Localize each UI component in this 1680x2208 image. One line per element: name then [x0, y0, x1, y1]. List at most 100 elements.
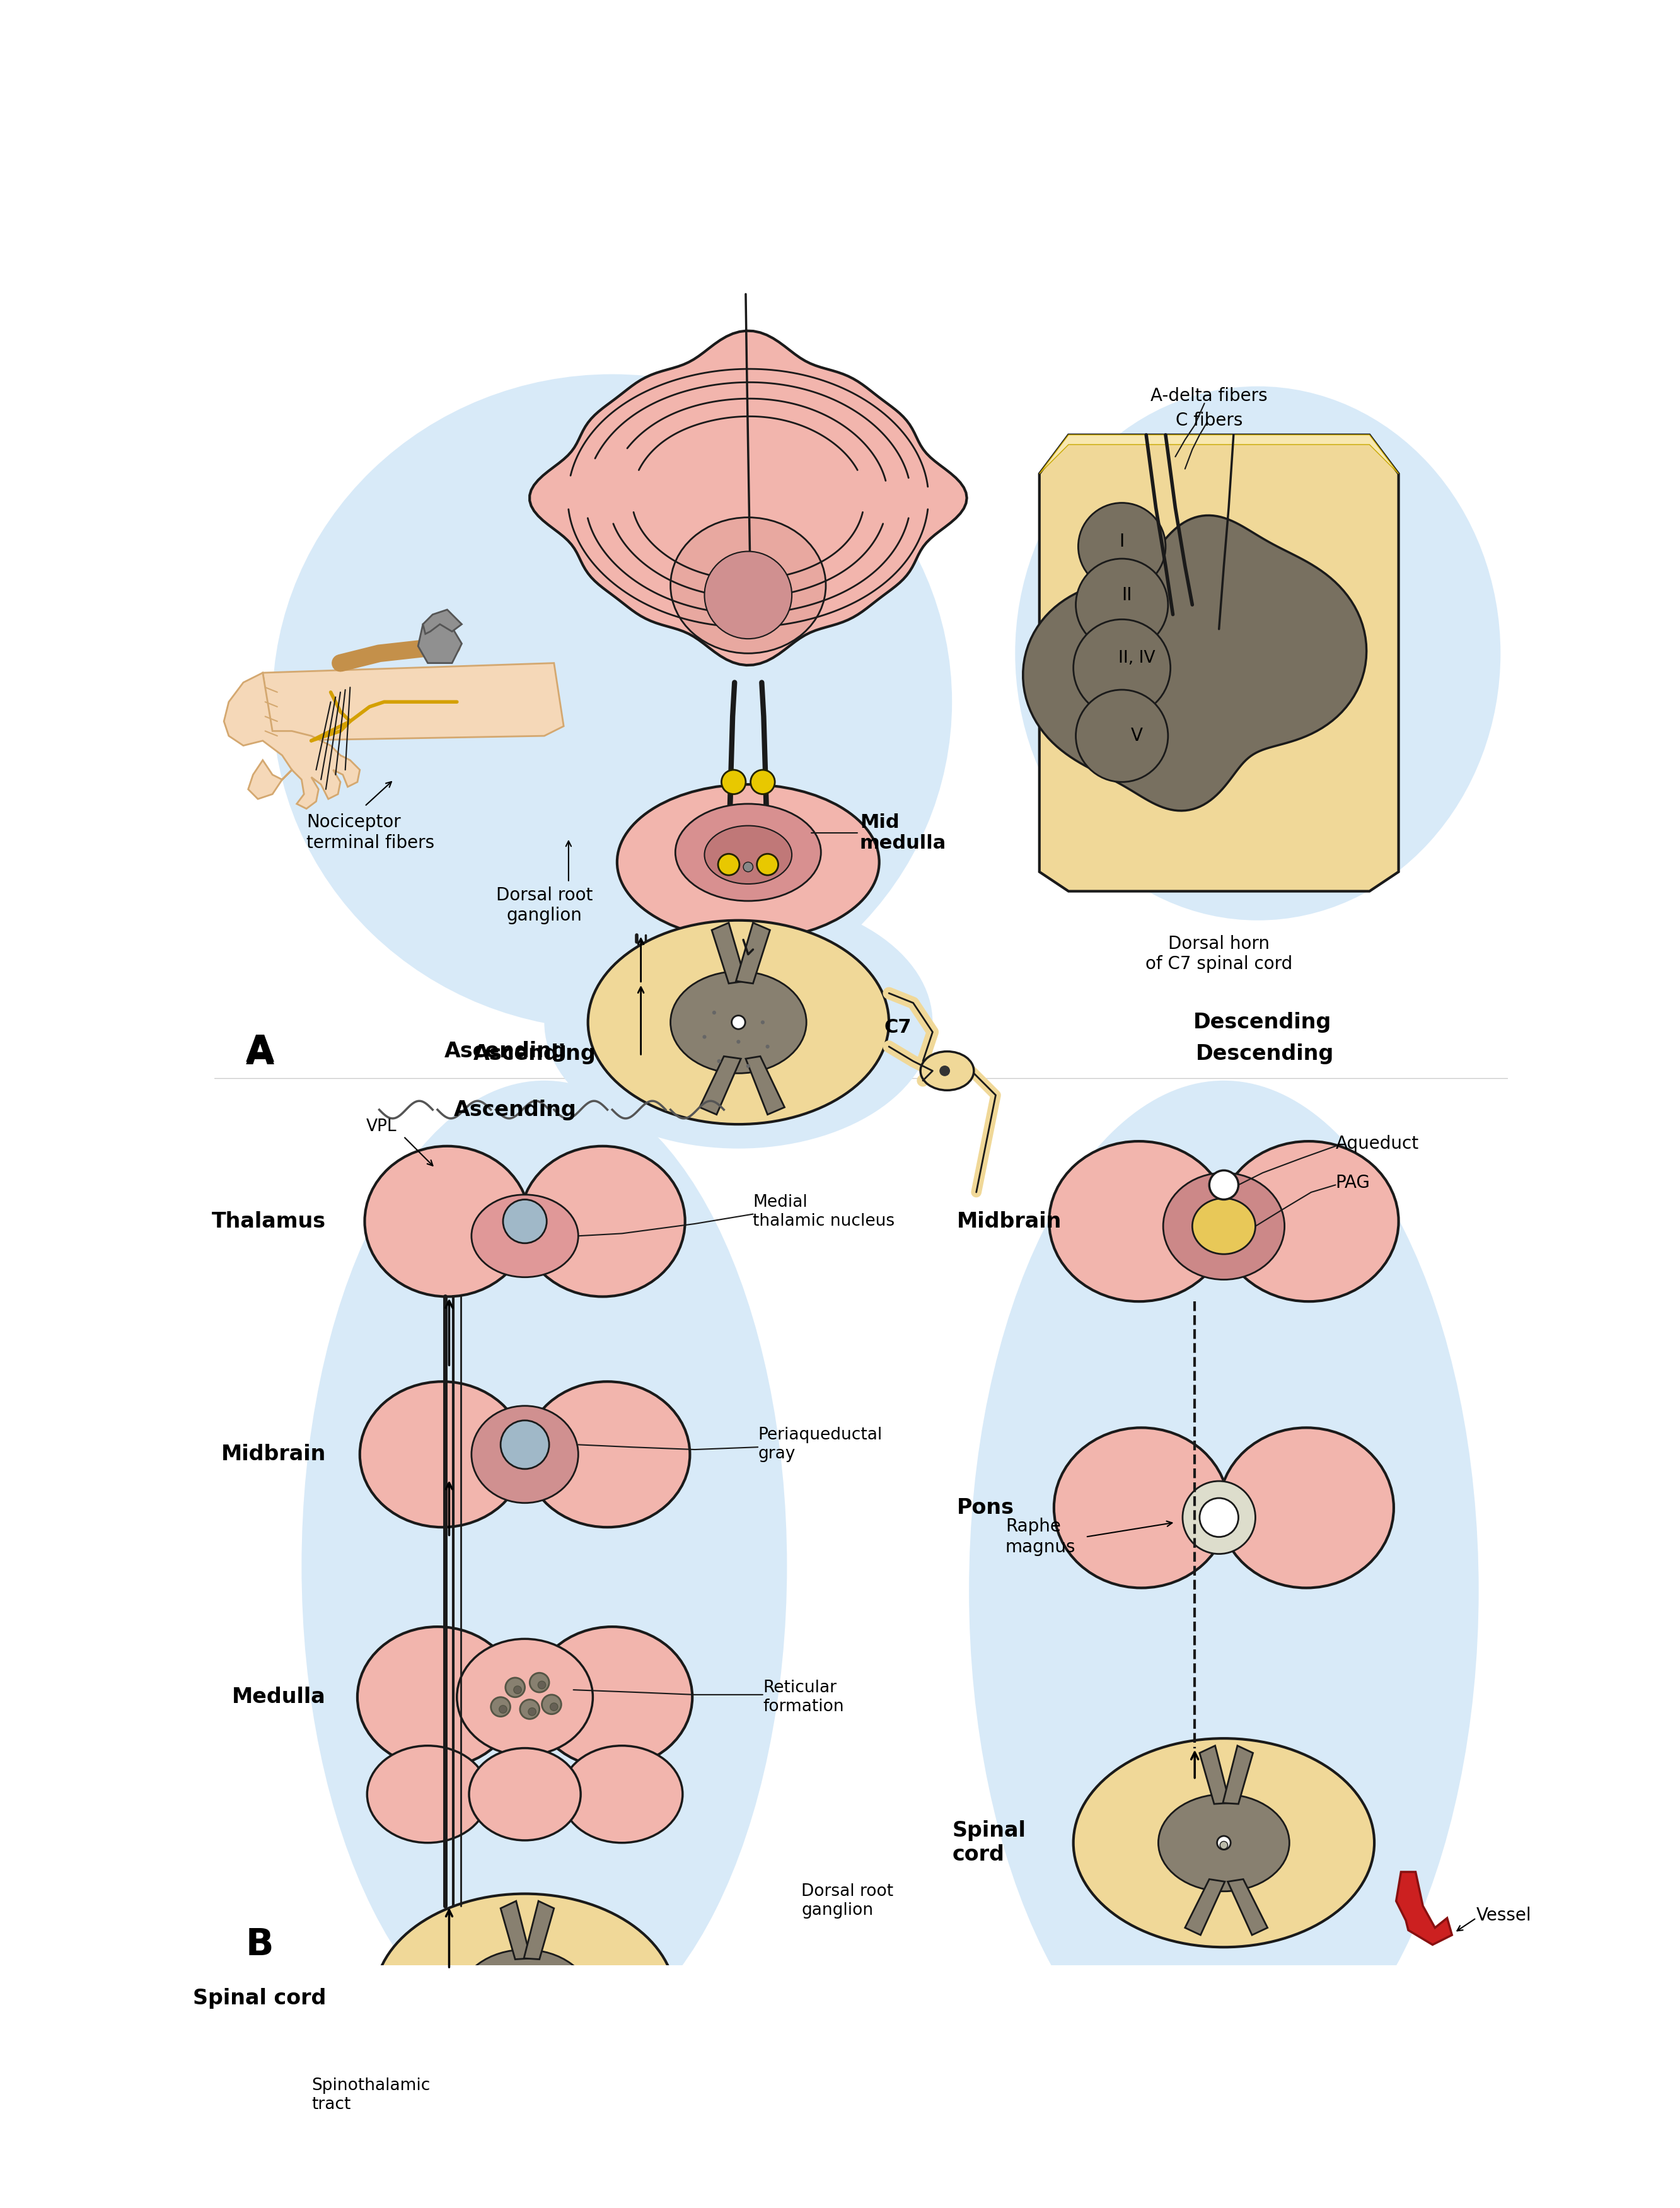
Polygon shape — [262, 662, 564, 740]
Polygon shape — [712, 923, 746, 983]
Circle shape — [721, 771, 746, 795]
Ellipse shape — [272, 373, 953, 1029]
Ellipse shape — [302, 1080, 786, 2051]
Circle shape — [522, 1992, 528, 1996]
Circle shape — [743, 861, 753, 872]
Ellipse shape — [1074, 1738, 1374, 1947]
Ellipse shape — [1053, 1429, 1228, 1588]
Circle shape — [1210, 1170, 1238, 1199]
Ellipse shape — [707, 1985, 769, 2029]
Ellipse shape — [472, 1406, 578, 1504]
Circle shape — [489, 2025, 494, 2029]
Text: VPL: VPL — [366, 1119, 396, 1135]
Text: Dorsal horn
of C7 spinal cord: Dorsal horn of C7 spinal cord — [1146, 934, 1292, 974]
Ellipse shape — [561, 1747, 682, 1844]
Text: Mid
medulla: Mid medulla — [860, 813, 946, 852]
Ellipse shape — [921, 1051, 974, 1091]
Ellipse shape — [704, 826, 791, 883]
Ellipse shape — [969, 1080, 1478, 2100]
Ellipse shape — [1015, 386, 1500, 921]
Polygon shape — [1184, 1879, 1225, 1934]
Text: II, IV: II, IV — [1117, 649, 1154, 667]
Text: Thalamus: Thalamus — [212, 1210, 326, 1232]
Circle shape — [502, 1199, 546, 1243]
Ellipse shape — [360, 1382, 524, 1528]
Text: Pons: Pons — [958, 1497, 1015, 1519]
Ellipse shape — [675, 804, 822, 901]
Polygon shape — [418, 620, 462, 662]
Polygon shape — [529, 2034, 568, 2091]
Circle shape — [543, 2016, 546, 2020]
Polygon shape — [1396, 1872, 1452, 1945]
Circle shape — [528, 1707, 536, 1716]
Text: V: V — [1131, 726, 1142, 744]
Ellipse shape — [603, 771, 894, 954]
Circle shape — [939, 1066, 949, 1075]
Polygon shape — [423, 609, 462, 634]
Ellipse shape — [1220, 1142, 1398, 1301]
Circle shape — [1075, 689, 1168, 782]
Ellipse shape — [521, 1146, 685, 1296]
Polygon shape — [1200, 1747, 1230, 1804]
Circle shape — [1074, 620, 1171, 715]
Ellipse shape — [472, 1195, 578, 1276]
Text: Ascending: Ascending — [454, 1100, 576, 1119]
Circle shape — [1200, 1497, 1238, 1537]
Text: Midbrain: Midbrain — [958, 1210, 1062, 1232]
Circle shape — [1183, 1482, 1255, 1554]
Circle shape — [717, 1060, 721, 1062]
Polygon shape — [736, 923, 769, 983]
Circle shape — [499, 1705, 507, 1713]
Circle shape — [549, 1702, 558, 1711]
Text: Descending: Descending — [1193, 1011, 1332, 1033]
Text: Medulla: Medulla — [232, 1687, 326, 1707]
Circle shape — [712, 1011, 716, 1013]
Circle shape — [766, 1044, 769, 1049]
Text: A-delta fibers: A-delta fibers — [1151, 386, 1268, 404]
Circle shape — [1075, 559, 1168, 651]
Circle shape — [702, 1036, 706, 1038]
Ellipse shape — [1193, 1199, 1255, 1254]
Circle shape — [717, 854, 739, 874]
Text: Dorsal root
ganglion: Dorsal root ganglion — [496, 885, 593, 925]
Polygon shape — [524, 1901, 554, 1958]
Text: Nociceptor
terminal fibers: Nociceptor terminal fibers — [306, 813, 435, 852]
Ellipse shape — [1220, 1429, 1394, 1588]
Text: PAG: PAG — [1336, 1175, 1371, 1192]
Ellipse shape — [588, 921, 889, 1124]
Polygon shape — [1040, 435, 1398, 892]
Circle shape — [517, 1992, 531, 2005]
Text: Ascending: Ascending — [474, 1044, 596, 1064]
Ellipse shape — [670, 972, 806, 1073]
Circle shape — [1216, 1837, 1231, 1850]
Ellipse shape — [1158, 1795, 1289, 1892]
Text: A: A — [245, 1036, 274, 1071]
Text: Spinothalamic
tract: Spinothalamic tract — [311, 2078, 430, 2113]
Circle shape — [521, 1700, 539, 1720]
Circle shape — [538, 1680, 546, 1689]
Circle shape — [751, 771, 774, 795]
Ellipse shape — [533, 1627, 692, 1769]
Text: C7: C7 — [884, 1018, 912, 1036]
Text: Spinal cord: Spinal cord — [193, 1987, 326, 2009]
Ellipse shape — [358, 1627, 517, 1769]
Text: A: A — [245, 1033, 274, 1069]
Ellipse shape — [617, 784, 879, 941]
Text: Dorsal root
ganglion: Dorsal root ganglion — [801, 1883, 894, 1919]
Text: Descending: Descending — [1196, 1044, 1334, 1064]
Circle shape — [736, 1016, 741, 1020]
Text: Raphe
magnus: Raphe magnus — [1005, 1517, 1075, 1557]
Circle shape — [543, 1696, 561, 1713]
Circle shape — [727, 2003, 739, 2014]
Circle shape — [761, 1020, 764, 1025]
Circle shape — [736, 1040, 741, 1044]
Circle shape — [1220, 1841, 1228, 1848]
Text: Aqueduct: Aqueduct — [1336, 1135, 1420, 1153]
Text: II: II — [1122, 587, 1132, 605]
Ellipse shape — [670, 517, 827, 654]
Ellipse shape — [459, 1950, 590, 2047]
Circle shape — [529, 1674, 549, 1691]
Polygon shape — [1228, 1879, 1267, 1934]
Text: Periaqueductal
gray: Periaqueductal gray — [758, 1426, 882, 1462]
Ellipse shape — [544, 896, 932, 1148]
